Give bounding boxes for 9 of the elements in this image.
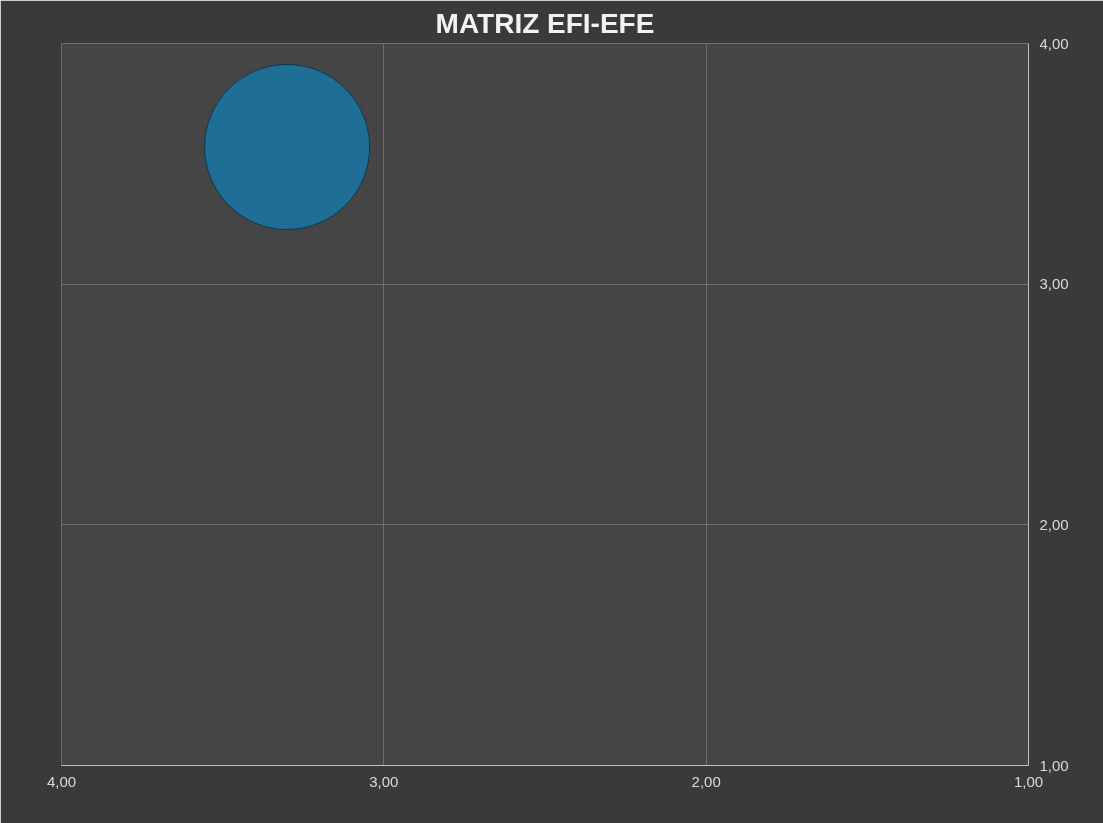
y-tick-label: 4,00: [1039, 34, 1069, 52]
x-tick-label: 2,00: [691, 772, 721, 790]
y-tick-label: 3,00: [1039, 275, 1069, 293]
x-tick-label: 1,00: [1013, 772, 1044, 790]
x-tick-label: 3,00: [369, 772, 399, 790]
y-tick-label: 2,00: [1039, 515, 1069, 533]
x-tick-label: 4,00: [46, 772, 77, 790]
y-tick-label: 1,00: [1039, 756, 1069, 774]
chart-title: MATRIZ EFI-EFE: [435, 7, 655, 39]
